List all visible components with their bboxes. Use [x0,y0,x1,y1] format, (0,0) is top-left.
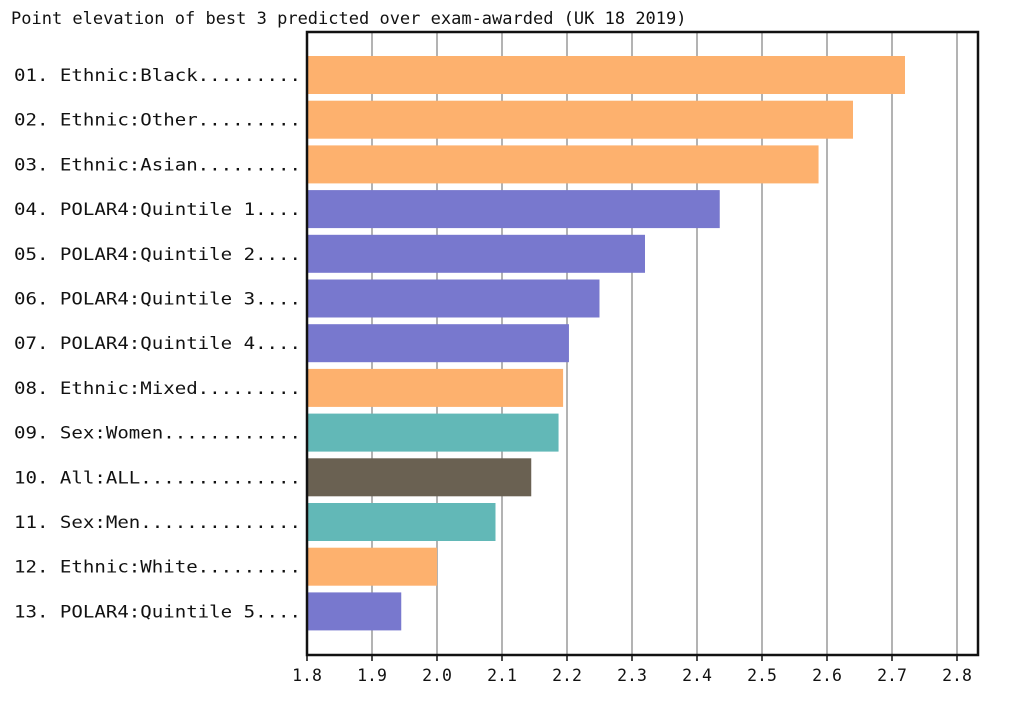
x-tick-label: 2.6 [812,666,842,685]
category-label: 08. Ethnic:Mixed......... [14,379,301,398]
category-label: 01. Ethnic:Black......... [14,66,301,85]
category-label: 07. POLAR4:Quintile 4.... [14,334,301,353]
category-labels: 01. Ethnic:Black......... 02. Ethnic:Othe… [14,66,301,621]
x-tick-label: 1.9 [357,666,387,685]
category-label: 11. Sex:Men.............. [14,513,301,532]
x-tick-label: 2.8 [942,666,972,685]
bar [307,413,559,452]
category-label: 10. All:ALL.............. [14,468,301,487]
bar [307,279,600,318]
category-label: 12. Ethnic:White......... [14,558,301,577]
x-tick-label: 2.2 [552,666,582,685]
bar [307,503,496,541]
category-label: 09. Sex:Women............ [14,424,301,443]
x-tick-label: 2.5 [747,666,777,685]
category-label: 13. POLAR4:Quintile 5.... [14,602,301,621]
bar [307,592,402,631]
bar [307,56,905,94]
x-tick-label: 2.3 [617,666,647,685]
bar [307,368,564,407]
bar [307,100,853,139]
category-label: 03. Ethnic:Asian......... [14,155,301,174]
x-axis-ticks: 1.8 1.9 2.0 2.1 2.2 2.3 2.4 2.5 2.6 2.7 2.8 [292,655,972,685]
category-label: 04. POLAR4:Quintile 1.... [14,200,301,219]
category-label: 05. POLAR4:Quintile 2.... [14,245,301,264]
category-label: 02. Ethnic:Other......... [14,111,301,130]
bars [307,56,905,631]
plot-frame [305,30,980,657]
chart-title: Point elevation of best 3 predicted over… [11,9,687,29]
bar [307,234,645,273]
bar [307,458,532,497]
x-tick-label: 2.1 [487,666,517,685]
x-tick-label: 1.8 [292,666,322,685]
bar [307,547,437,586]
bar [307,324,569,363]
x-tick-label: 2.4 [682,666,712,685]
x-tick-label: 2.0 [422,666,452,685]
x-tick-label: 2.7 [877,666,907,685]
category-label: 06. POLAR4:Quintile 3.... [14,290,301,309]
bar [307,190,720,229]
bar [307,145,819,184]
